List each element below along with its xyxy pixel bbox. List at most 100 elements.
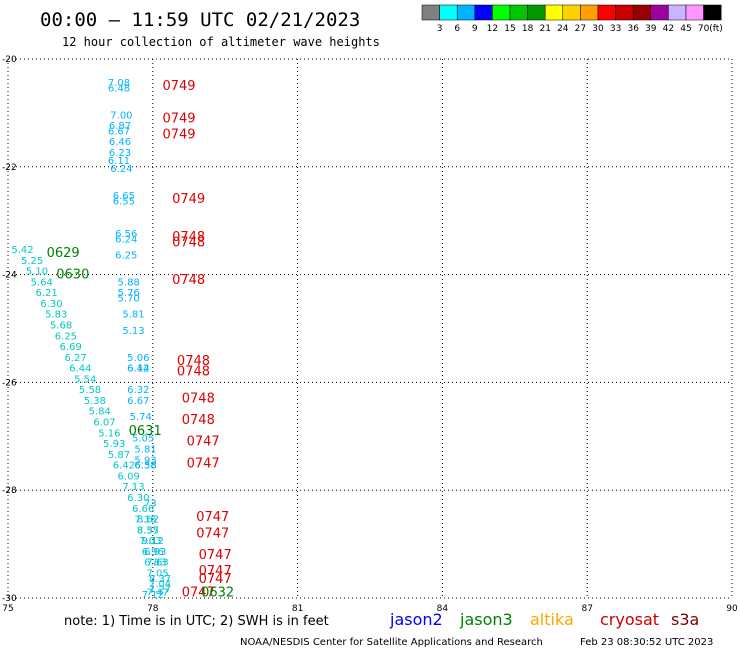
wave-height-point: 7.13 [122,482,144,493]
chart-title: 00:00 – 11:59 UTC 02/21/2023 [40,9,360,31]
wave-height-point: 6.42 [127,364,149,375]
colorbar-label: 36 [627,24,639,34]
colorbar-swatch [439,4,458,21]
colorbar-label: 18 [522,24,534,34]
colorbar-label: 42 [663,24,674,34]
time-tag-cryosat: 0747 [199,564,232,579]
wave-height-point: 5.06 [127,353,149,364]
wave-height-point: 7.08 [108,78,130,89]
colorbar-label: 39 [645,24,657,34]
x-tick-label: 75 [2,604,13,614]
colorbar-label: 6 [454,24,460,34]
wave-height-point: 8.62 [137,515,159,526]
legend-altika: altika [530,610,574,629]
wave-height-point: 6.93 [144,547,166,558]
wave-height-point: 6.55 [113,197,135,208]
time-tag-jason3: 0629 [47,246,80,261]
colorbar-swatch [632,4,652,21]
colorbar-swatch [703,4,722,21]
colorbar-label: 3 [437,24,443,34]
wave-height-point: 5.05 [132,434,154,445]
wave-height-point: 7.27 [149,585,171,596]
colorbar-swatch [474,4,493,21]
wave-height-point: 7.63 [146,558,168,569]
colorbar-label: 21 [539,24,550,34]
wave-height-point: 6.69 [60,342,82,353]
colorbar-label: 45 [680,24,691,34]
y-tick-label: -30 [2,594,17,604]
footer-timestamp: Feb 23 08:30:52 UTC 2023 [580,637,713,648]
colorbar-label: 15 [504,24,515,34]
wave-height-point: 6.14 [127,364,149,375]
wave-height-point: 7.16 [134,515,156,526]
data-points: 7.086.487.006.876.676.466.236.116.246.65… [11,78,171,601]
time-tag-cryosat: 0749 [162,111,195,126]
wave-height-point: 6.25 [115,250,137,261]
x-tick-label: 81 [292,604,303,614]
wave-height-point: 5.81 [122,310,144,321]
wave-height-point: 6.24 [115,234,137,245]
wave-height-point: 5.38 [84,396,106,407]
y-tick-label: -22 [2,163,17,173]
wave-height-point: 6.24 [110,164,132,175]
colorbar-label: 9 [472,24,478,34]
x-tick-label: 87 [581,604,592,614]
wave-height-point: 6.67 [127,396,149,407]
time-tag-cryosat: 0748 [177,365,210,380]
wave-height-point: 6.96 [142,547,164,558]
wave-height-point: 5.88 [118,277,140,288]
wave-height-point: 6.87 [109,121,131,132]
time-tag-cryosat: 0749 [162,127,195,142]
footer-credit: NOAA/NESDIS Center for Satellite Applica… [240,637,543,648]
colorbar-label: 27 [575,24,586,34]
time-tag-cryosat: 0749 [172,192,205,207]
wave-height-point: 6.56 [115,229,137,240]
colorbar-unit: (ft) [709,24,723,34]
time-tag-cryosat: 0748 [182,413,215,428]
colorbar-label: 70 [698,24,710,34]
wave-height-point: 5.81 [134,444,156,455]
chart-grid [7,58,733,599]
wave-height-point: 7.47 [146,587,168,598]
wave-height-point: 6.46 [109,137,131,148]
colorbar-swatch [527,4,546,21]
time-tag-cryosat: 0748 [172,235,205,250]
wave-height-point: 6.30 [127,493,149,504]
colorbar-swatch [492,4,511,21]
time-tag-cryosat: 0748 [182,392,215,407]
colorbar-swatch [650,4,669,21]
x-tick-label: 78 [147,604,159,614]
y-tick-label: -20 [2,55,17,65]
wave-height-point: 6.38 [134,461,156,472]
footer-note: note: 1) Time is in UTC; 2) SWH is in fe… [64,614,329,629]
colorbar-legend: 3 6 9 12 15 18 21 24 27 30 33 36 39 42 45 70 (ft) [421,4,723,34]
legend-jason3: jason3 [459,610,513,629]
wave-height-point: 7.04 [149,579,171,590]
wave-height-point: 6.11 [108,156,130,167]
wave-height-point: 6.27 [64,353,86,364]
time-tag-cryosat: 0747 [199,572,232,587]
wave-height-point: 7.00 [110,110,132,121]
wave-height-point: 5.84 [89,407,111,418]
wave-height-point: 5.42 [11,245,33,256]
colorbar-label: 33 [610,24,621,34]
colorbar-swatch [668,4,687,21]
colorbar-swatch [544,4,564,21]
wave-height-point: 5.87 [108,450,130,461]
wave-height-point: 5.54 [74,374,96,385]
x-tick-label: 90 [726,604,738,614]
time-tag-cryosat: 0749 [162,79,195,94]
wave-height-point: 6.09 [118,471,140,482]
wave-height-point: 6.67 [108,126,130,137]
wave-height-point: 6.07 [93,418,115,429]
legend-s3a: s3a [671,610,699,629]
time-tag-cryosat: 0747 [196,510,229,525]
wave-height-point: 6.42 [113,461,135,472]
wave-height-point: 5.93 [134,455,156,466]
colorbar-swatch [580,4,599,21]
chart-axes: 75 78 81 84 87 90 -20 -22 -24 -26 -28 -30 [2,55,738,614]
colorbar-swatch [562,4,581,21]
time-tag-jason3: 0630 [56,268,89,283]
colorbar-swatch [685,4,704,21]
